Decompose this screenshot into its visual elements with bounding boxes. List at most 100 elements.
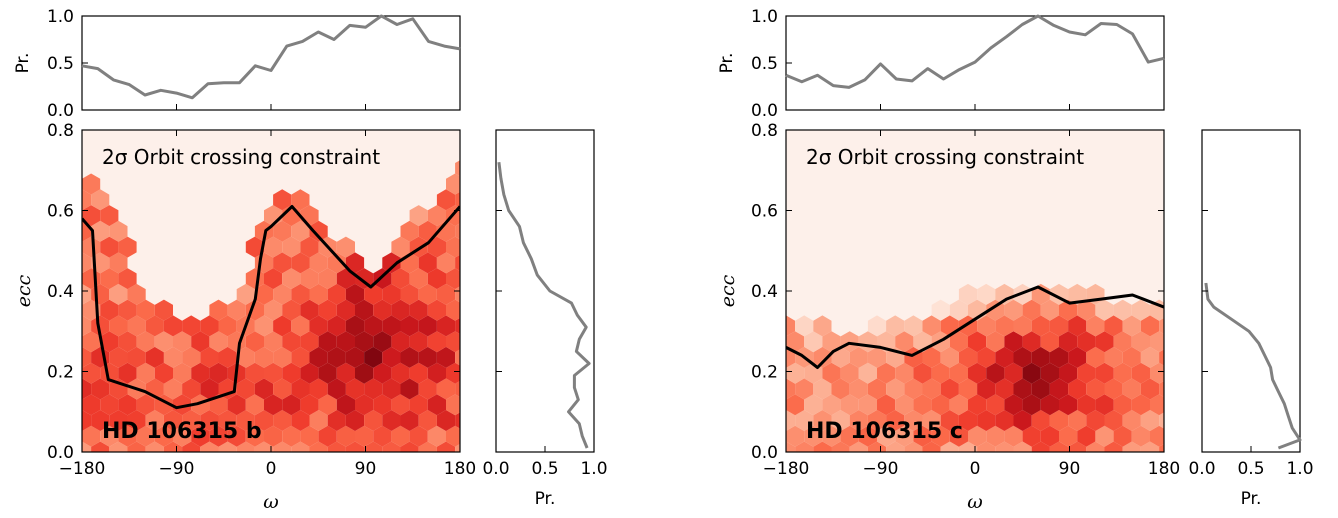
hexbin-cell (191, 394, 210, 416)
hexbin-cell (82, 425, 101, 447)
hexbin-cell (409, 299, 428, 321)
hexbin-cell (1150, 425, 1164, 447)
hexbin-cell (986, 331, 1005, 353)
planet-label: HD 106315 c (806, 419, 963, 444)
hexbin-cell (949, 425, 968, 447)
hexbin-cell (127, 441, 146, 452)
hexbin-cell (1095, 394, 1114, 416)
hexbin-cell (191, 362, 210, 384)
hexbin-cell (191, 331, 210, 353)
hexbin-cell (931, 362, 950, 384)
hexbin-cell (1122, 410, 1141, 431)
hexbin-cell (91, 378, 110, 400)
hexbin-cell (409, 268, 428, 290)
hexbin-cell (822, 394, 841, 416)
hexbin-cell (136, 299, 155, 321)
hexbin-cell (867, 441, 887, 452)
y-tick-label: 0.0 (47, 443, 74, 463)
hexbin-cell (977, 315, 996, 337)
hexbin-cell (1168, 426, 1186, 447)
y-tick-label: 0.6 (751, 202, 778, 222)
hexbin-cell (1013, 410, 1032, 431)
hexbin-cell (282, 299, 301, 321)
hexbin-cell (1086, 315, 1105, 337)
hexbin-cell (786, 394, 805, 416)
hexbin-cell (1059, 362, 1078, 384)
hexbin-cell (200, 346, 219, 368)
hexbin-cell (118, 394, 137, 416)
hexbin-cell (154, 425, 173, 447)
hexbin-cell (364, 410, 383, 431)
hexbin-cell (786, 331, 805, 353)
right-marginal-x-label: Pr. (1241, 489, 1262, 509)
hexbin-cell (1077, 331, 1096, 353)
hexbin-cell (813, 346, 832, 368)
hexbin-cell (291, 189, 310, 211)
hexbin-cell (318, 394, 337, 416)
hexbin-cell (345, 252, 365, 274)
hexbin-cell (391, 299, 410, 321)
hexbin-cell (995, 315, 1014, 337)
hexbin-cell (1077, 425, 1096, 447)
hexbin-cell (831, 441, 850, 452)
hexbin-cell (82, 315, 92, 337)
hexbin-cell (1140, 410, 1160, 431)
hexbin-layer (786, 283, 1186, 452)
hexbin-cell (227, 299, 246, 321)
hexbin-cell (786, 410, 796, 431)
hexbin-cell (291, 252, 310, 274)
hexbin-cell (245, 425, 264, 447)
hexbin-cell (318, 425, 337, 447)
hexbin-cell (309, 220, 328, 242)
hexbin-cell (895, 362, 914, 384)
y-tick-label: 0.4 (751, 282, 778, 302)
hexbin-cell (100, 299, 119, 321)
hexbin-cell (100, 268, 119, 290)
hexbin-cell (1131, 299, 1150, 321)
hexbin-cell (1159, 412, 1164, 429)
hexbin-cell (82, 331, 101, 353)
hexbin-cell (282, 394, 301, 416)
hexbin-cell (1168, 300, 1186, 321)
hexbin-cell (977, 410, 996, 431)
x-axis-label: ω (263, 491, 279, 513)
hexbin-cell (446, 173, 460, 195)
hexbin-cell (264, 268, 283, 290)
hexbin-cell (291, 220, 310, 242)
hexbin-cell (436, 252, 456, 274)
hexbin-cell (254, 378, 274, 400)
hexbin-cell (282, 268, 301, 290)
hexbin-cell (355, 331, 374, 353)
hexbin-cell (273, 441, 292, 452)
hexbin-cell (1113, 299, 1132, 321)
hexbin-cell (949, 331, 968, 353)
hexbin-cell (173, 362, 192, 384)
hexbin-cell (345, 346, 365, 368)
hexbin-cell (464, 394, 482, 415)
x-tick-label: −90 (159, 459, 195, 479)
hexbin-cell (264, 299, 283, 321)
hexbin-cell (436, 346, 456, 368)
hexbin-cell (1031, 315, 1050, 337)
hexbin-cell (1013, 315, 1032, 337)
hexbin-cell (1104, 410, 1123, 431)
right-marginal-x-tick-label: 0.5 (531, 459, 558, 479)
hexbin-cell (1086, 410, 1105, 431)
hexbin-cell (1077, 362, 1096, 384)
right-marginal-x-tick-label: 0.5 (1237, 459, 1264, 479)
constraint-annotation: 2σ Orbit crossing constraint (102, 145, 380, 169)
right-marginal-x-tick-label: 1.0 (1286, 459, 1313, 479)
hexbin-cell (254, 441, 274, 452)
hexbin-cell (327, 283, 346, 305)
hexbin-cell (1068, 346, 1087, 368)
hexbin-cell (858, 362, 877, 384)
hexbin-cell (813, 315, 832, 337)
hexbin-cell (336, 331, 355, 353)
hexbin-cell (1059, 299, 1078, 321)
hexbin-cell (464, 205, 482, 226)
hexbin-cell (91, 220, 110, 242)
hexbin-cell (1031, 441, 1050, 452)
hexbin-cell (273, 220, 292, 242)
constraint-boundary-line (82, 205, 460, 410)
hexbin-cell (786, 315, 796, 337)
